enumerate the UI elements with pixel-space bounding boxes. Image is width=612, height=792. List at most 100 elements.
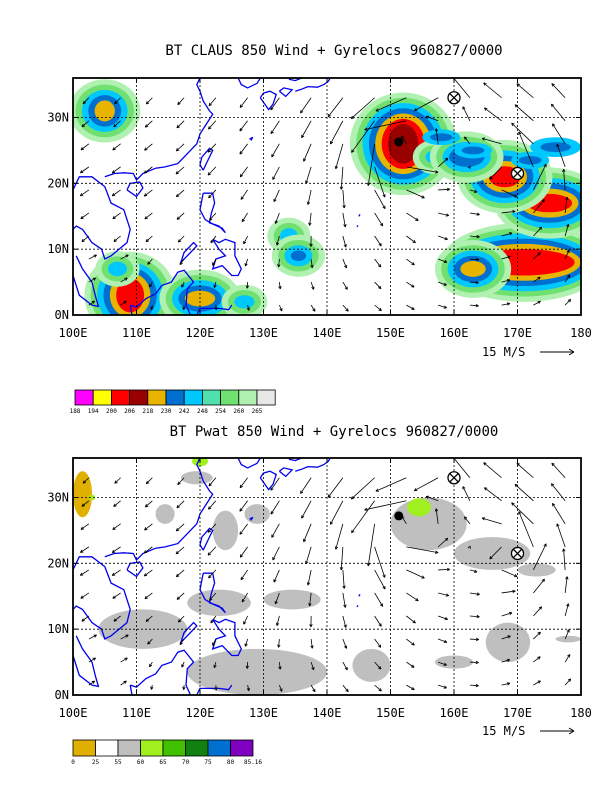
coastline xyxy=(129,304,133,315)
cloud-feature xyxy=(95,251,140,287)
wind-arrow-head xyxy=(556,523,560,527)
wind-arrow xyxy=(81,500,90,507)
wind-arrow xyxy=(112,212,121,220)
x-tick-label: 180 xyxy=(570,706,592,720)
wind-arrow xyxy=(533,606,542,617)
wind-arrow-head xyxy=(207,172,212,176)
wind-arrow xyxy=(271,143,280,158)
wind-arrow-head xyxy=(179,641,183,646)
wind-arrow-head xyxy=(378,307,382,312)
chart-title: BT CLAUS 850 Wind + Gyrelocs 960827/0000 xyxy=(165,43,502,59)
wind-arrow xyxy=(533,226,542,237)
wind-arrow xyxy=(374,189,386,209)
wind-arrow-head xyxy=(274,220,278,224)
wind-arrow xyxy=(80,189,90,197)
wind-arrow xyxy=(310,684,316,693)
wind-arrow-head xyxy=(111,572,116,576)
y-tick-label: 20N xyxy=(47,176,69,190)
wind-arrow xyxy=(145,120,153,128)
wind-arrow-head xyxy=(538,606,543,610)
x-tick-label: 110E xyxy=(122,326,151,340)
coastline xyxy=(129,684,133,695)
colorbar-label: 200 xyxy=(106,408,117,415)
wind-arrow xyxy=(481,137,502,145)
wind-arrow-head xyxy=(543,543,547,547)
coastline xyxy=(278,87,294,98)
wind-arrow xyxy=(340,166,344,190)
wind-arrow xyxy=(330,500,344,525)
wind-arrow-head xyxy=(556,143,560,148)
chart-title: BT Pwat 850 Wind + Gyrelocs 960827/0000 xyxy=(170,424,499,440)
wind-arrow xyxy=(551,83,566,99)
wind-arrow xyxy=(437,661,447,666)
wind-arrow-head xyxy=(309,243,313,247)
wind-arrow xyxy=(437,281,447,286)
wind-arrow-head xyxy=(345,308,349,312)
x-tick-label: 140E xyxy=(313,326,342,340)
moisture-area xyxy=(212,510,239,551)
wind-arrow-head xyxy=(541,199,545,203)
wind-arrow xyxy=(80,166,90,174)
vector-key-label: 15 M/S xyxy=(482,345,525,359)
wind-arrow-head xyxy=(411,642,415,646)
wind-arrow-head xyxy=(82,100,87,105)
wind-arrow xyxy=(342,235,347,248)
wind-arrow-head xyxy=(566,629,570,633)
moisture-area xyxy=(407,498,432,517)
wind-arrow xyxy=(435,508,439,524)
moisture-area xyxy=(485,622,531,663)
wind-arrow xyxy=(469,304,479,307)
wind-arrow-head xyxy=(79,572,84,576)
wind-arrow xyxy=(406,189,425,199)
wind-arrow-head xyxy=(550,483,555,487)
wind-arrow-head xyxy=(207,529,211,533)
wind-arrow-head xyxy=(124,657,128,661)
colorbar-label: 254 xyxy=(215,408,226,415)
wind-arrow xyxy=(176,592,185,600)
wind-arrow-head xyxy=(303,158,307,162)
wind-arrow-head xyxy=(421,575,425,579)
wind-arrow-head xyxy=(537,276,541,280)
wind-arrow-head xyxy=(207,552,211,556)
wind-arrow xyxy=(483,462,502,479)
wind-arrow xyxy=(207,546,217,556)
wind-arrow xyxy=(501,659,510,663)
wind-arrow-head xyxy=(113,123,117,128)
wind-arrow xyxy=(179,638,185,645)
wind-arrow xyxy=(239,523,248,535)
wind-arrow xyxy=(88,634,97,640)
wind-arrow xyxy=(564,224,569,237)
wind-arrow-head xyxy=(382,205,386,209)
wind-arrow xyxy=(438,684,447,689)
wind-arrow xyxy=(342,304,349,312)
wind-arrow-head xyxy=(111,170,116,174)
wind-arrow xyxy=(240,569,248,580)
wind-arrow xyxy=(301,500,312,519)
gyre-marker xyxy=(447,471,461,485)
wind-arrow-head xyxy=(506,682,511,686)
wind-arrow xyxy=(401,135,407,145)
wind-arrow-head xyxy=(111,549,116,553)
wind-arrow xyxy=(501,635,511,640)
wind-arrow-head xyxy=(475,660,479,665)
wind-arrow-head xyxy=(483,82,487,86)
wind-arrow-head xyxy=(481,137,486,141)
wind-arrow-head xyxy=(411,687,415,691)
wind-arrow xyxy=(501,303,510,306)
wind-arrow-head xyxy=(377,264,382,268)
x-tick-label: 100E xyxy=(59,706,88,720)
wind-arrow xyxy=(552,503,566,525)
wind-arrow-head xyxy=(382,194,386,198)
wind-arrow xyxy=(350,477,375,500)
wind-arrow xyxy=(240,189,248,200)
wind-arrow-head xyxy=(483,462,487,466)
wind-arrow xyxy=(374,258,382,268)
wind-arrow xyxy=(406,212,419,221)
colorbar-label: 230 xyxy=(161,408,172,415)
wind-arrow xyxy=(342,569,345,589)
wind-arrow-head xyxy=(344,645,348,649)
colorbar-label: 55 xyxy=(114,759,122,766)
wind-arrow xyxy=(551,483,566,502)
coastline xyxy=(199,527,214,551)
wind-arrow-head xyxy=(93,634,97,638)
